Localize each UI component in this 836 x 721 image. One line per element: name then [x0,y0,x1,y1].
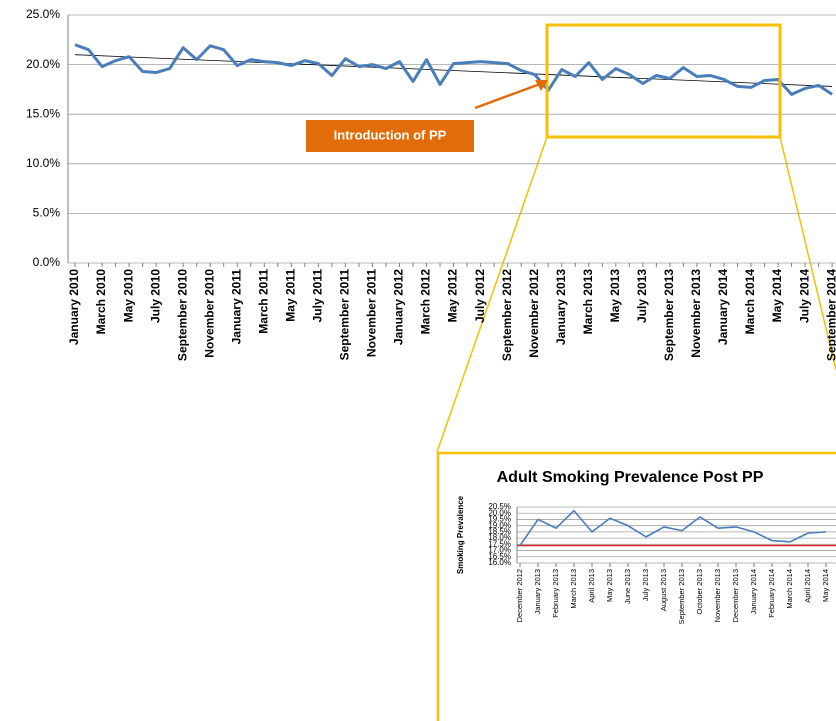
x-tick-label: May 2013 [608,269,622,323]
x-tick-label: March 2011 [256,269,270,334]
y-tick-label: 20.5% [488,502,511,511]
x-tick-label: May 2014 [770,269,784,323]
y-tick-label: 5.0% [33,206,61,220]
x-tick-label: September 2013 [677,569,686,624]
x-tick-label: March 2014 [743,269,757,335]
x-tick-label: November 2013 [689,269,703,358]
x-tick-label: July 2013 [641,569,650,601]
x-tick-label: March 2012 [419,269,433,335]
y-tick-label: 19.5% [488,515,511,524]
y-tick-label: 15.0% [26,106,60,120]
callout-line [436,136,548,453]
x-tick-label: September 2012 [500,269,514,361]
y-tick-label: 18.0% [488,533,511,542]
inset-title: Adult Smoking Prevalence Post PP [497,469,764,486]
data-line [74,43,833,96]
x-tick-label: November 2010 [202,269,216,358]
x-tick-label: October 2013 [695,569,704,614]
x-tick-label: November 2013 [713,569,722,622]
x-tick-label: May 2011 [283,269,297,322]
x-tick-label: May 2013 [605,569,614,602]
highlight-box [545,23,782,139]
x-tick-label: June 2013 [623,569,632,604]
annotation: Introduction of PP [334,127,447,142]
callout-line [779,136,836,371]
x-tick-label: December 2013 [731,569,740,622]
y-tick-label: 18.5% [488,527,511,536]
x-tick-label: January 2014 [716,269,730,345]
x-tick-label: April 2014 [803,569,812,603]
inset-chart: 16.0%16.5%17.0%17.5%18.0%18.5%19.0%19.5%… [488,502,836,624]
x-tick-label: March 2013 [581,269,595,335]
y-tick-label: 0.0% [33,255,61,269]
x-tick-label: March 2013 [569,569,578,609]
y-tick-label: 17.0% [488,546,511,555]
y-tick-label: 10.0% [26,156,60,170]
annotation-box [306,120,474,152]
x-tick-label: November 2012 [527,269,541,358]
x-tick-label: January 2013 [554,269,568,345]
x-tick-label: November 2011 [365,269,379,357]
x-tick-label: September 2014 [824,269,836,361]
x-tick-label: March 2010 [94,269,108,335]
x-tick-label: September 2011 [338,269,352,361]
arrow-head [535,80,548,91]
x-tick-label: July 2011 [311,269,325,323]
x-tick-label: February 2013 [551,569,560,618]
x-tick-label: May 2014 [821,569,830,602]
y-tick-label: 16.5% [488,552,511,561]
annotation-arrow [474,82,541,110]
y-tick-label: 19.0% [488,521,511,530]
x-tick-label: January 2013 [533,569,542,614]
x-tick-label: July 2013 [635,269,649,323]
y-tick-label: 25.0% [26,7,60,21]
x-tick-label: July 2012 [473,269,487,323]
x-tick-label: May 2010 [121,269,135,323]
x-tick-label: January 2011 [229,269,243,345]
x-tick-label: April 2013 [587,569,596,603]
y-tick-label: 17.5% [488,539,511,548]
main-chart: 0.0% 5.0% 10.0% 15.0% 20.0% 25.0% January 2010… [26,7,836,361]
y-tick-label: 16.0% [488,558,511,567]
x-tick-label: September 2013 [662,269,676,361]
x-tick-label: January 2014 [749,569,758,614]
inset-y-label: Smoking Prevalence [456,495,465,574]
trendline [74,54,833,87]
x-tick-label: August 2013 [659,569,668,611]
x-tick-label: February 2014 [767,569,776,618]
x-tick-label: December 2012 [515,569,524,622]
y-tick-label: 20.0% [26,57,60,71]
x-tick-label: July 2010 [148,269,162,323]
x-tick-label: September 2010 [175,269,189,361]
x-tick-label: January 2010 [67,269,81,345]
x-tick-label: January 2012 [392,269,406,345]
inset-frame [436,451,836,721]
x-tick-label: March 2014 [785,569,794,609]
data-line [519,509,827,547]
x-tick-label: May 2012 [446,269,460,323]
y-tick-label: 20.0% [488,508,511,517]
x-tick-label: July 2014 [797,269,811,323]
